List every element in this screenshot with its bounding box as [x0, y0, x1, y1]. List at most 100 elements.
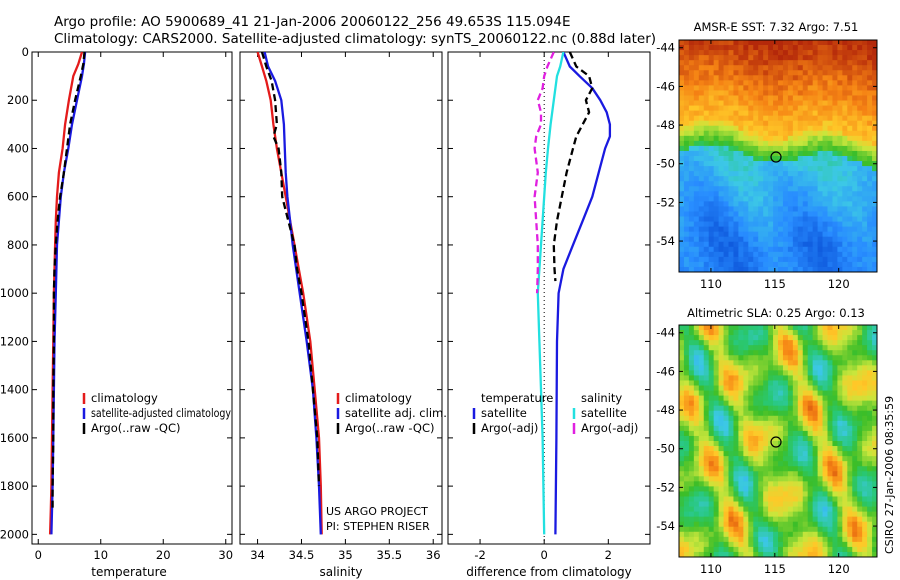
heatmap-cell — [832, 481, 838, 487]
heatmap-cell — [787, 526, 794, 533]
heatmap-cell — [817, 425, 823, 432]
heatmap-cell — [683, 486, 690, 492]
heatmap-cell — [723, 256, 729, 263]
heatmap-cell — [822, 350, 828, 356]
heatmap-cell — [827, 166, 833, 172]
heatmap-cell — [822, 360, 828, 366]
heatmap-cell — [778, 461, 784, 467]
heatmap-cell — [718, 105, 724, 112]
heatmap-cell — [768, 45, 774, 51]
heatmap-cell — [718, 65, 724, 71]
heatmap-cell — [683, 481, 690, 487]
heatmap-cell — [758, 221, 764, 228]
heatmap-cell — [817, 345, 823, 351]
heatmap-cell — [807, 481, 814, 487]
heatmap-cell — [723, 481, 729, 487]
heatmap-cell — [693, 466, 700, 472]
heatmap-cell — [872, 466, 878, 472]
heatmap-cell — [688, 481, 695, 487]
heatmap-cell — [862, 395, 868, 402]
heatmap-cell — [703, 425, 710, 432]
heatmap-cell — [703, 241, 710, 248]
heatmap-cell — [832, 171, 838, 177]
heatmap-cell — [852, 355, 858, 361]
heatmap-cell — [763, 156, 769, 162]
heatmap-cell — [728, 471, 734, 477]
heatmap-cell — [683, 40, 690, 46]
heatmap-cell — [679, 435, 685, 442]
heatmap-cell — [733, 521, 739, 528]
heatmap-cell — [708, 476, 715, 482]
sla-map-x-ticks: 110 115 120 — [700, 325, 850, 576]
x-tick-label: 0 — [35, 548, 42, 562]
heatmap-cell — [738, 446, 744, 452]
heatmap-cell — [703, 161, 710, 167]
heatmap-cell — [852, 135, 858, 142]
heatmap-cell — [738, 40, 744, 46]
heatmap-cell — [832, 415, 838, 422]
heatmap-cell — [862, 55, 868, 61]
heatmap-cell — [723, 491, 729, 497]
heatmap-cell — [792, 130, 799, 137]
heatmap-cell — [758, 491, 764, 497]
heatmap-cell — [698, 246, 705, 253]
heatmap-cell — [812, 330, 818, 336]
heatmap-cell — [862, 256, 868, 263]
heatmap-cell — [773, 206, 779, 212]
heatmap-cell — [852, 130, 858, 137]
heatmap-cell — [778, 511, 784, 518]
heatmap-cell — [768, 375, 774, 381]
heatmap-cell — [753, 481, 759, 487]
heatmap-cell — [708, 150, 715, 157]
heatmap-cell — [688, 60, 695, 66]
heatmap-cell — [797, 236, 804, 243]
heatmap-cell — [857, 166, 863, 172]
heatmap-cell — [733, 231, 739, 238]
heatmap-cell — [688, 231, 695, 238]
heatmap-cell — [718, 486, 724, 492]
heatmap-cell — [807, 385, 814, 391]
heatmap-cell — [872, 140, 878, 147]
heatmap-cell — [698, 231, 705, 238]
heatmap-cell — [787, 395, 794, 402]
heatmap-cell — [758, 211, 764, 217]
heatmap-cell — [822, 330, 828, 336]
heatmap-cell — [758, 65, 764, 71]
heatmap-cell — [837, 65, 843, 71]
heatmap-cell — [698, 105, 705, 112]
heatmap-cell — [753, 40, 759, 46]
heatmap-cell — [758, 506, 764, 513]
heatmap-cell — [802, 181, 809, 187]
heatmap-cell — [778, 491, 784, 497]
heatmap-cell — [748, 176, 754, 182]
heatmap-cell — [842, 345, 848, 351]
heatmap-cell — [748, 186, 754, 192]
heatmap-cell — [872, 345, 878, 351]
heatmap-cell — [862, 115, 868, 122]
heatmap-cell — [728, 50, 734, 56]
heatmap-cell — [748, 65, 754, 71]
heatmap-cell — [822, 201, 828, 207]
heatmap-cell — [703, 181, 710, 187]
heatmap-cell — [683, 45, 690, 51]
heatmap-cell — [778, 420, 784, 427]
heatmap-cell — [802, 430, 809, 437]
heatmap-cell — [837, 266, 843, 273]
heatmap-cell — [693, 481, 700, 487]
heatmap-cell — [792, 266, 799, 273]
heatmap-cell — [738, 536, 744, 543]
heatmap-cell — [787, 191, 794, 197]
heatmap-cell — [688, 251, 695, 258]
heatmap-cell — [713, 501, 719, 507]
heatmap-cell — [862, 266, 868, 273]
heatmap-cell — [679, 360, 685, 366]
heatmap-cell — [857, 526, 863, 533]
heatmap-cell — [743, 246, 749, 253]
heatmap-cell — [792, 446, 799, 452]
heatmap-cell — [797, 541, 804, 548]
heatmap-cell — [827, 236, 833, 243]
heatmap-cell — [832, 385, 838, 391]
salinity-axes-frame — [239, 51, 443, 545]
heatmap-cell — [832, 325, 838, 331]
heatmap-cell — [683, 100, 690, 106]
